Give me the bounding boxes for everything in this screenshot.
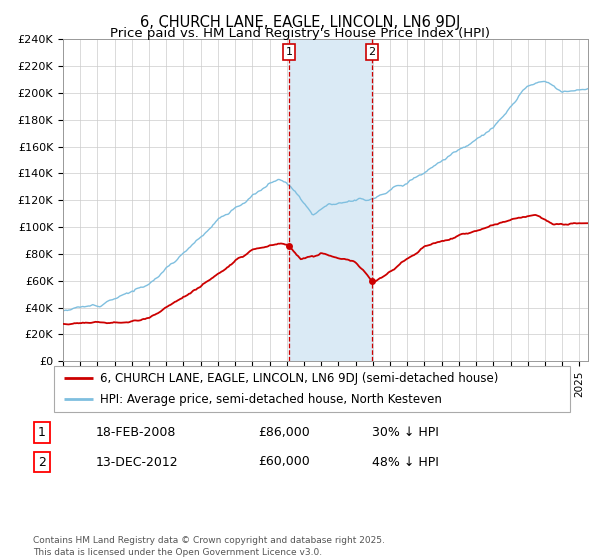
- Text: 30% ↓ HPI: 30% ↓ HPI: [372, 426, 439, 439]
- Text: Contains HM Land Registry data © Crown copyright and database right 2025.
This d: Contains HM Land Registry data © Crown c…: [33, 536, 385, 557]
- Text: 6, CHURCH LANE, EAGLE, LINCOLN, LN6 9DJ: 6, CHURCH LANE, EAGLE, LINCOLN, LN6 9DJ: [140, 15, 460, 30]
- Text: 1: 1: [286, 47, 292, 57]
- Text: £86,000: £86,000: [258, 426, 310, 439]
- Text: £60,000: £60,000: [258, 455, 310, 469]
- Text: 1: 1: [38, 426, 46, 439]
- Bar: [289, 39, 372, 361]
- Text: 48% ↓ HPI: 48% ↓ HPI: [372, 455, 439, 469]
- Text: 6, CHURCH LANE, EAGLE, LINCOLN, LN6 9DJ (semi-detached house): 6, CHURCH LANE, EAGLE, LINCOLN, LN6 9DJ …: [100, 372, 499, 385]
- Text: 13-DEC-2012: 13-DEC-2012: [96, 455, 179, 469]
- Text: HPI: Average price, semi-detached house, North Kesteven: HPI: Average price, semi-detached house,…: [100, 393, 442, 405]
- Text: 2: 2: [368, 47, 376, 57]
- Text: 18-FEB-2008: 18-FEB-2008: [96, 426, 176, 439]
- Text: Price paid vs. HM Land Registry's House Price Index (HPI): Price paid vs. HM Land Registry's House …: [110, 27, 490, 40]
- Text: 2: 2: [38, 455, 46, 469]
